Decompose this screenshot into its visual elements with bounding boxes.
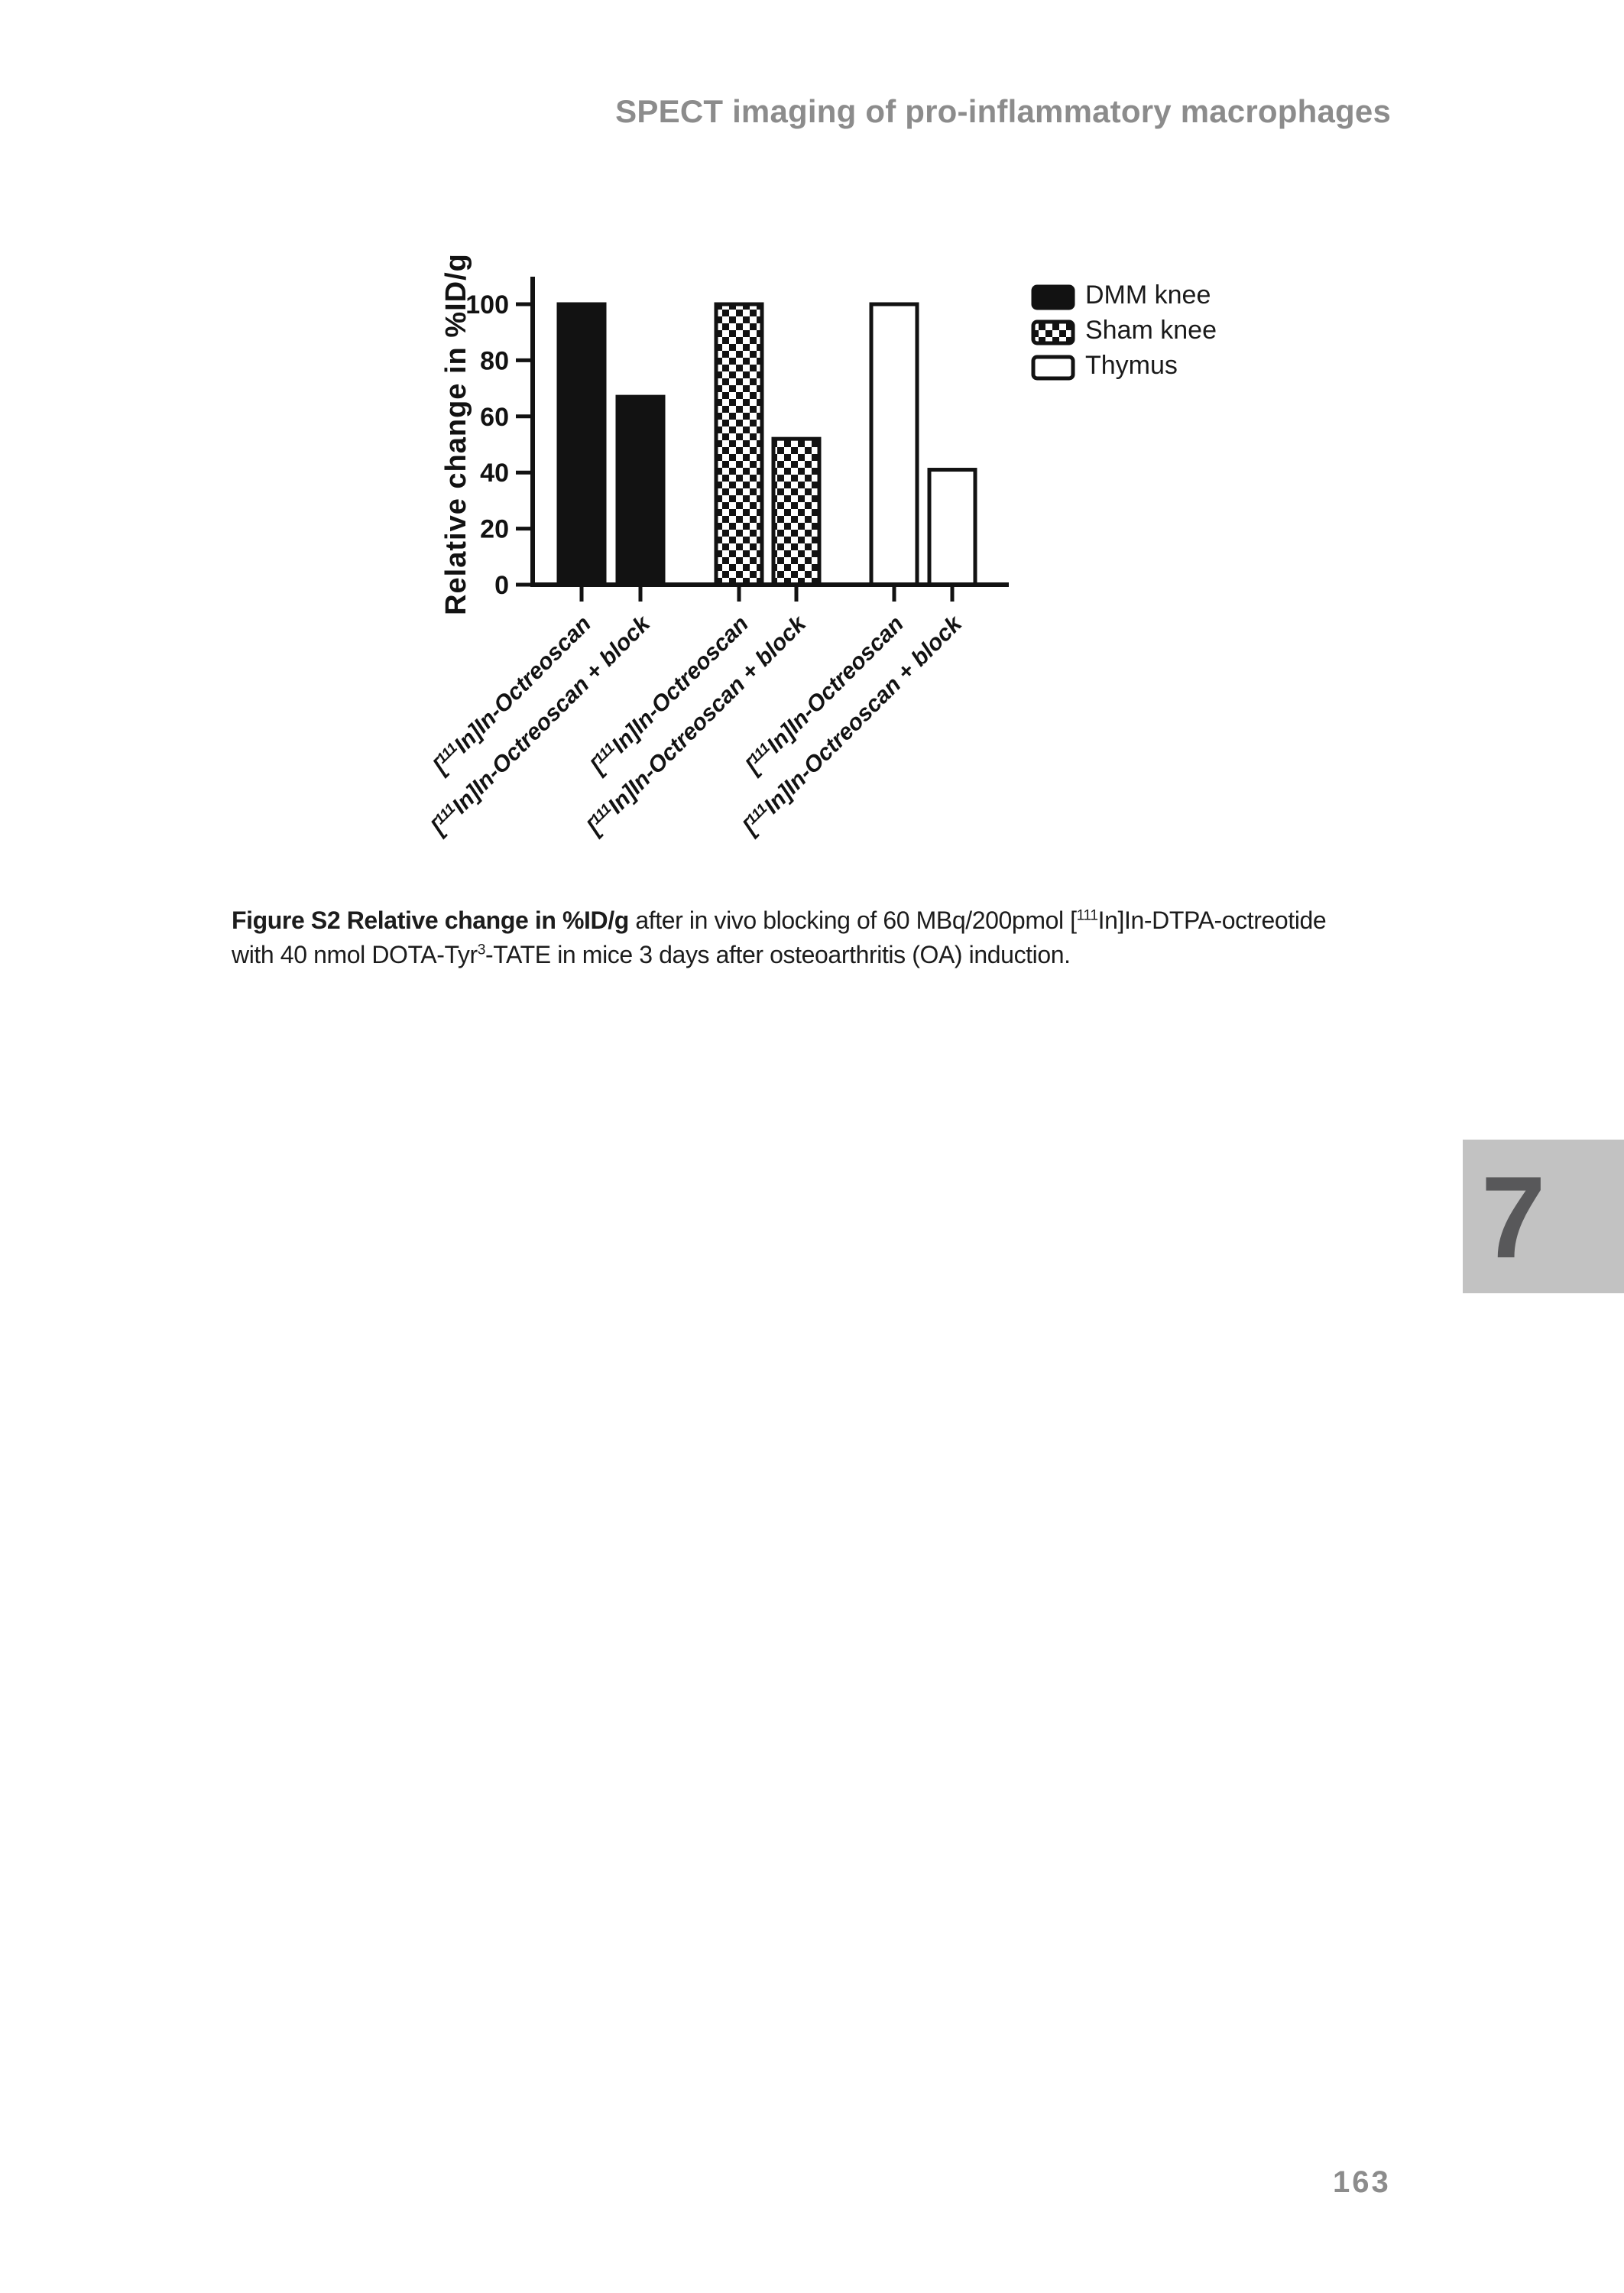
caption-text: -TATE in mice 3 days after osteoarthriti… (485, 941, 1071, 968)
legend-swatch-3 (1031, 355, 1075, 381)
figure-caption: Figure S2 Relative change in %ID/g after… (232, 903, 1393, 972)
y-tick-label: 40 (480, 459, 509, 488)
y-tick-label: 0 (494, 571, 509, 600)
chapter-tab: 7 (1463, 1140, 1624, 1293)
caption-bold-lead: Figure S2 Relative change in %ID/g (232, 906, 629, 934)
y-tick-label: 60 (480, 403, 509, 432)
caption-text: In]In-DTPA-octreotide (1097, 906, 1327, 934)
bar (714, 302, 764, 587)
legend-label: Thymus (1085, 351, 1178, 380)
y-tick-label: 80 (480, 346, 509, 375)
bar (556, 302, 607, 587)
legend-label: DMM knee (1085, 281, 1211, 310)
legend-swatch-1 (1031, 284, 1075, 310)
bar (771, 436, 822, 587)
caption-text: after in vivo blocking of 60 MBq/200pmol… (628, 906, 1077, 934)
page-header-title: SPECT imaging of pro-inflammatory macrop… (615, 93, 1391, 129)
caption-superscript: 111 (1076, 907, 1098, 924)
page-number: 163 (1333, 2165, 1391, 2199)
caption-text: with 40 nmol DOTA-Tyr (232, 941, 478, 968)
bar (615, 394, 666, 587)
bar (869, 302, 919, 587)
legend-swatch-2 (1031, 319, 1075, 345)
bar (927, 468, 977, 587)
y-tick-label: 100 (465, 290, 509, 319)
y-axis-title: Relative change in %ID/g (440, 253, 472, 615)
y-tick-label: 20 (480, 515, 509, 544)
caption-superscript: 3 (477, 942, 486, 958)
chapter-number: 7 (1481, 1153, 1546, 1283)
legend-label: Sham knee (1085, 316, 1217, 345)
